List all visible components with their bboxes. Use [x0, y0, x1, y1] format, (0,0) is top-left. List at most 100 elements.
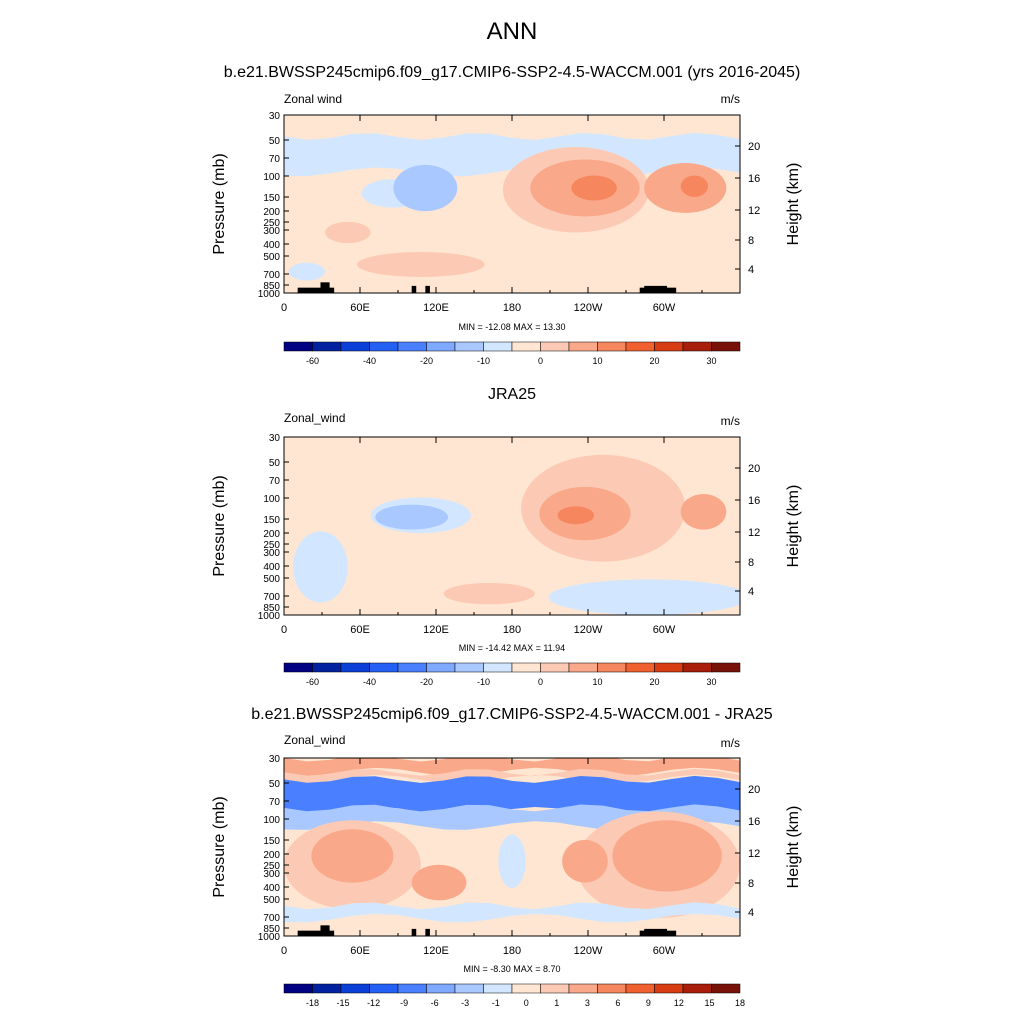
y-tick-label: 700 — [263, 270, 280, 281]
field-contour-region — [293, 531, 348, 603]
figure-title: ANN — [486, 18, 538, 45]
y-axis-title: Pressure (mb) — [211, 153, 228, 254]
y-tick-label: 100 — [263, 815, 280, 826]
colorbar-label: -18 — [306, 998, 319, 1008]
x-tick-label: 0 — [281, 624, 287, 636]
terrain-mask — [425, 928, 430, 936]
y-right-axis-title: Height (km) — [785, 806, 802, 889]
colorbar-swatch — [597, 983, 627, 994]
x-tick-label: 60E — [350, 302, 370, 314]
y-tick-label: 150 — [263, 193, 280, 204]
colorbar-swatch — [312, 341, 342, 352]
y-tick-label: 850 — [263, 281, 280, 292]
y-tick-label: 50 — [269, 458, 281, 469]
y-tick-label: 300 — [263, 548, 280, 559]
field-contour-band — [284, 902, 740, 923]
colorbar-swatch — [426, 983, 456, 994]
x-tick-label: 0 — [281, 945, 287, 957]
panel-2-units: m/s — [720, 414, 740, 428]
colorbar-swatch — [511, 341, 541, 352]
terrain-mask — [320, 282, 330, 293]
colorbar-label: 1 — [554, 998, 559, 1008]
y-tick-label: 400 — [263, 562, 280, 573]
colorbar-swatch — [711, 983, 741, 994]
field-contour-region — [443, 582, 535, 605]
field-contour-region — [498, 834, 526, 888]
colorbar-label: -20 — [420, 677, 433, 687]
colorbar-swatch — [511, 983, 541, 994]
y-tick-label: 400 — [263, 883, 280, 894]
x-tick-label: 0 — [281, 302, 287, 314]
colorbar-swatch — [397, 983, 427, 994]
y-tick-label: 250 — [263, 218, 280, 229]
colorbar-swatch — [454, 341, 484, 352]
field-contour-region — [557, 506, 595, 525]
field-contour-region — [288, 262, 326, 281]
x-tick-label: 60W — [653, 624, 676, 636]
colorbar-swatch — [397, 662, 427, 673]
terrain-mask — [411, 285, 417, 293]
y-tick-label: 850 — [263, 603, 280, 614]
panel-3-title: b.e21.BWSSP245cmip6.f09_g17.CMIP6-SSP2-4… — [251, 706, 773, 723]
colorbar-label: 6 — [615, 998, 620, 1008]
colorbar-label: -1 — [492, 998, 500, 1008]
x-tick-label: 60E — [350, 945, 370, 957]
y-tick-label: 500 — [263, 252, 280, 263]
y-right-tick-label: 8 — [748, 878, 754, 890]
y-tick-label: 700 — [263, 913, 280, 924]
x-tick-label: 60E — [350, 624, 370, 636]
colorbar-swatch — [597, 662, 627, 673]
y-tick-label: 700 — [263, 592, 280, 603]
colorbar-swatch — [625, 983, 655, 994]
colorbar-label: -40 — [363, 356, 376, 366]
y-tick-label: 200 — [263, 207, 280, 218]
y-tick-label: 30 — [269, 433, 281, 444]
colorbar-swatch — [340, 341, 370, 352]
y-tick-label: 400 — [263, 240, 280, 251]
y-tick-label: 250 — [263, 540, 280, 551]
panel-2-variable-label: Zonal_wind — [284, 411, 346, 425]
colorbar-label: -3 — [461, 998, 469, 1008]
y-right-tick-label: 12 — [748, 205, 760, 217]
colorbar-label: 9 — [646, 998, 651, 1008]
colorbar-swatch — [369, 983, 399, 994]
x-tick-label: 120E — [423, 945, 449, 957]
panel-3-units: m/s — [720, 736, 740, 750]
colorbar-swatch — [654, 983, 684, 994]
colorbar-label: 0 — [538, 356, 543, 366]
y-tick-label: 200 — [263, 529, 280, 540]
y-tick-label: 70 — [269, 797, 281, 808]
y-tick-label: 200 — [263, 850, 280, 861]
colorbar-label: -6 — [431, 998, 439, 1008]
panel-1-colorbar: -60 -40 -20 -10 0 10 20 30 — [283, 341, 741, 366]
x-tick-label: 120E — [423, 624, 449, 636]
colorbar-label: -60 — [306, 677, 319, 687]
y-tick-label: 100 — [263, 494, 280, 505]
colorbar-swatch — [283, 341, 313, 352]
y-right-tick-label: 20 — [748, 463, 760, 475]
x-tick-label: 120W — [574, 624, 603, 636]
field-contour-region — [562, 839, 608, 883]
y-tick-label: 50 — [269, 136, 281, 147]
colorbar-swatch — [426, 341, 456, 352]
x-tick-label: 120E — [423, 302, 449, 314]
colorbar-swatch — [283, 662, 313, 673]
x-tick-label: 60W — [653, 945, 676, 957]
colorbar-label: 10 — [592, 677, 602, 687]
colorbar-label: 30 — [706, 677, 716, 687]
field-contour-region — [356, 252, 485, 277]
colorbar-label: -12 — [367, 998, 380, 1008]
terrain-mask — [297, 930, 335, 936]
colorbar-swatch — [711, 662, 741, 673]
y-right-tick-label: 8 — [748, 557, 754, 569]
colorbar-swatch — [682, 662, 712, 673]
y-tick-label: 1000 — [258, 611, 281, 622]
panel-2-colorbar: -60 -40 -20 -10 0 10 20 30 — [283, 662, 741, 687]
panel-1-variable-label: Zonal wind — [284, 92, 343, 106]
colorbar-label: 12 — [674, 998, 684, 1008]
field-contour-region — [311, 829, 394, 883]
y-right-tick-label: 16 — [748, 816, 760, 828]
field-contour-region — [393, 164, 458, 212]
field-contour-region — [680, 493, 727, 530]
terrain-mask — [644, 928, 668, 936]
